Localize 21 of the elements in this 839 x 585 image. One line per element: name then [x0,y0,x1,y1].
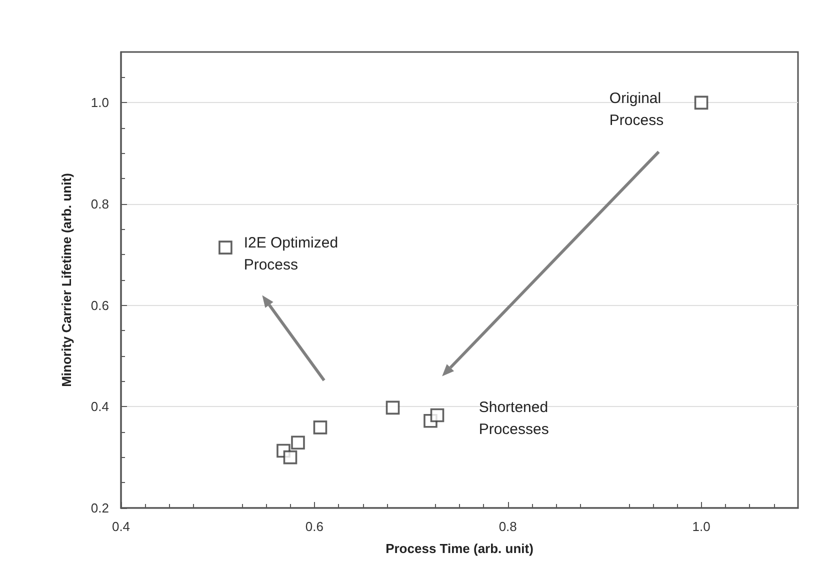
x-axis-title: Process Time (arb. unit) [386,541,534,556]
y-axis-title: Minority Carrier Lifetime (arb. unit) [59,173,74,387]
x-tick-label: 0.8 [498,519,517,534]
point [694,96,708,110]
x-tick-label: 0.6 [305,519,324,534]
x-tick-label: 1.0 [692,519,710,534]
annotation: Shortened Processes [478,399,552,438]
point [218,240,232,254]
y-tick-label: 1.0 [90,95,109,110]
y-tick-label: 0.4 [90,399,109,414]
annotation: Original Process [609,90,666,129]
point [386,400,400,415]
annotation: I2E Optimized Process [244,234,342,274]
y-tick-label: 0.2 [90,500,109,516]
point [313,420,328,434]
point [430,408,444,422]
x-tick-label: 0.4 [112,519,130,534]
point [291,436,305,450]
y-tick-label: 0.8 [90,196,109,212]
y-tick-label: 0.6 [90,298,109,313]
point [283,450,298,464]
